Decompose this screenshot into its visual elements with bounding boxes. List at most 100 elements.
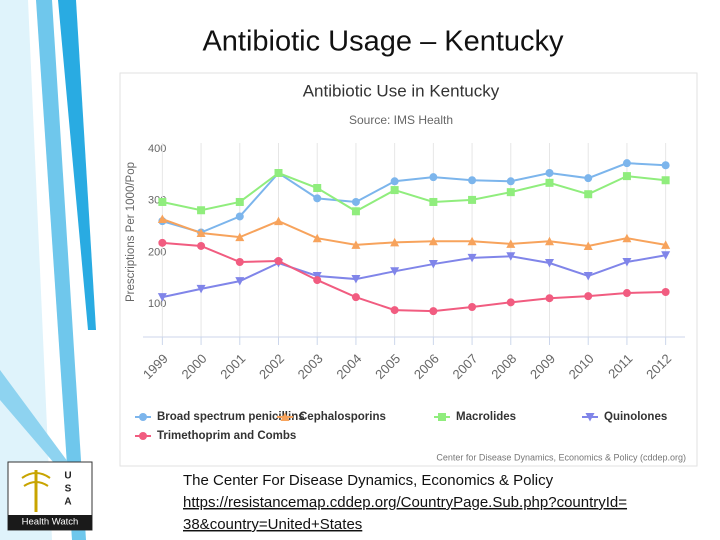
marker <box>274 216 283 226</box>
marker <box>235 257 244 266</box>
y-tick-label: 200 <box>148 246 166 258</box>
logo-wings <box>21 472 51 487</box>
marker <box>313 276 322 285</box>
marker <box>158 197 167 206</box>
marker <box>438 413 446 421</box>
legend-label: Quinolones <box>604 411 667 423</box>
series-line <box>162 241 666 313</box>
marker <box>622 172 631 181</box>
logo-caption: Health Watch <box>22 517 79 528</box>
series <box>157 214 671 250</box>
marker <box>139 432 147 440</box>
marker <box>280 412 290 421</box>
marker <box>235 212 244 221</box>
marker <box>429 307 438 316</box>
marker <box>351 293 360 302</box>
slide-title: Antibiotic Usage – Kentucky <box>202 26 564 58</box>
marker <box>661 161 670 170</box>
y-tick-label: 100 <box>148 298 166 310</box>
marker <box>506 298 515 307</box>
marker <box>351 207 360 216</box>
marker <box>468 302 477 311</box>
marker <box>313 194 322 203</box>
marker <box>468 176 477 185</box>
marker <box>351 275 361 284</box>
marker <box>158 238 167 247</box>
marker <box>506 177 515 186</box>
chart-credit: Center for Disease Dynamics, Economics &… <box>436 452 686 462</box>
marker <box>428 236 438 246</box>
marker <box>584 292 593 301</box>
marker <box>468 195 477 204</box>
marker <box>351 240 361 249</box>
legend-label: Trimethoprim and Combs <box>157 430 296 442</box>
legend-item: Cephalosporins <box>277 411 386 423</box>
marker <box>661 287 670 296</box>
legend-item: Broad spectrum penicillins <box>135 411 305 423</box>
y-axis-label: Prescriptions Per 1000/Pop <box>125 162 137 302</box>
marker <box>429 197 438 206</box>
marker <box>312 233 322 243</box>
logo-band <box>8 515 92 530</box>
series <box>158 238 670 316</box>
marker <box>661 176 670 185</box>
marker <box>390 267 400 276</box>
marker <box>506 239 516 248</box>
marker <box>545 259 554 268</box>
marker <box>235 232 245 242</box>
marker <box>351 197 360 206</box>
marker <box>622 289 631 298</box>
marker <box>197 241 206 250</box>
side-decoration <box>0 0 96 540</box>
logo-letter: U <box>64 471 71 482</box>
marker <box>428 260 438 269</box>
stripe <box>36 0 86 540</box>
marker <box>506 188 515 197</box>
series-line <box>162 218 666 247</box>
series-line <box>162 171 666 213</box>
marker <box>197 206 206 215</box>
series <box>158 169 670 216</box>
marker <box>545 169 554 178</box>
marker <box>390 177 399 186</box>
marker <box>661 240 671 249</box>
marker <box>467 236 477 246</box>
marker <box>545 294 554 303</box>
marker <box>274 256 283 265</box>
marker <box>583 241 593 250</box>
marker <box>583 271 593 281</box>
source-link[interactable]: https://resistancemap.cddep.org/CountryP… <box>183 494 627 511</box>
legend-label: Broad spectrum penicillins <box>157 411 305 423</box>
marker <box>584 174 593 183</box>
marker <box>390 306 399 315</box>
marker <box>157 293 167 302</box>
stripe <box>58 0 96 330</box>
y-tick-label: 400 <box>148 143 166 155</box>
source-text: The Center For Disease Dynamics, Economi… <box>183 472 554 489</box>
marker <box>622 257 632 267</box>
marker <box>467 253 477 263</box>
marker <box>661 251 671 260</box>
marker <box>313 184 322 193</box>
marker <box>196 228 206 238</box>
marker <box>622 233 632 243</box>
legend-label: Cephalosporins <box>299 411 386 423</box>
legend-item: Macrolides <box>434 411 516 423</box>
marker <box>585 413 595 422</box>
marker <box>157 214 167 224</box>
marker <box>274 169 283 178</box>
logo-letter: S <box>65 484 72 495</box>
chart-title: Antibiotic Use in Kentucky <box>303 81 500 100</box>
marker <box>196 284 206 294</box>
marker <box>390 237 400 247</box>
series-line <box>162 162 666 234</box>
marker <box>139 413 147 421</box>
legend-item: Trimethoprim and Combs <box>135 430 296 442</box>
legend-item: Quinolones <box>582 411 667 423</box>
marker <box>506 252 516 261</box>
legend-label: Macrolides <box>456 411 516 423</box>
source-link[interactable]: 38&country=United+States <box>183 516 362 533</box>
marker <box>235 197 244 206</box>
chart-subtitle: Source: IMS Health <box>349 113 453 127</box>
